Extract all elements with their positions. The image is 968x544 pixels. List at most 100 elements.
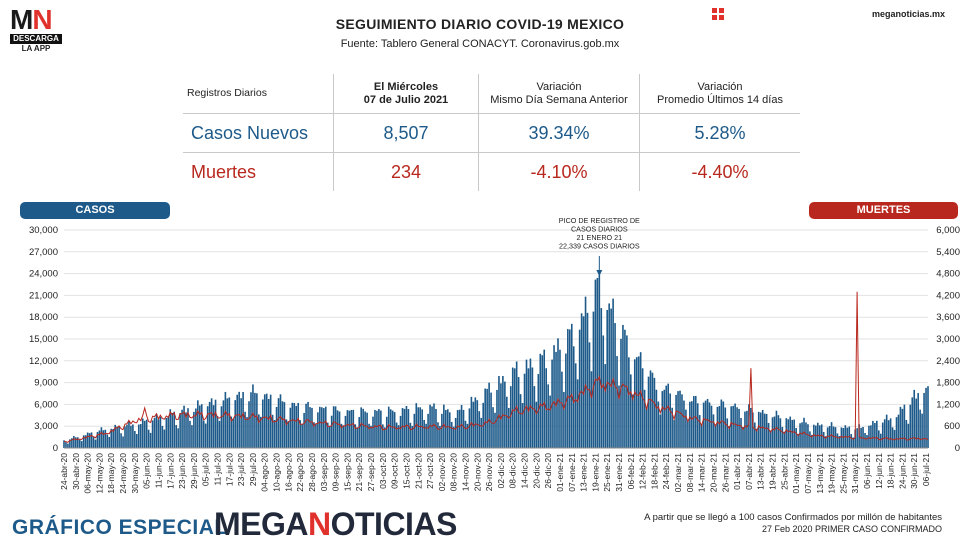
casos-bar	[305, 403, 307, 448]
casos-bar	[242, 391, 244, 448]
casos-bar	[925, 387, 927, 448]
x-tick-label: 04-ago-20	[260, 453, 270, 492]
casos-bar	[204, 423, 207, 448]
casos-bar	[368, 423, 370, 448]
casos-bar	[96, 432, 99, 448]
casos-bar	[561, 371, 563, 448]
casos-bar	[134, 431, 136, 448]
x-tick-label: 05-jul-20	[201, 453, 211, 486]
x-tick-label: 17-jun-20	[165, 453, 175, 489]
casos-bar	[639, 352, 642, 448]
casos-bar	[252, 384, 254, 448]
casos-bar	[289, 407, 292, 448]
casos-bar	[618, 385, 620, 448]
casos-bar	[602, 335, 605, 448]
x-tick-label: 08-mar-21	[685, 453, 695, 492]
casos-bar	[124, 426, 126, 448]
casos-bar	[163, 429, 166, 448]
casos-bar	[139, 424, 142, 448]
casos-bar	[179, 413, 181, 448]
x-tick-label: 13-abr-21	[756, 453, 766, 490]
casos-bar	[616, 356, 618, 448]
casos-bar	[759, 412, 762, 448]
x-tick-label: 30-may-20	[130, 453, 140, 494]
casos-bar	[287, 421, 290, 448]
casos-bar	[382, 424, 384, 448]
x-tick-label: 15-sep-20	[342, 453, 352, 492]
casos-bar	[681, 394, 683, 448]
casos-bar	[620, 338, 622, 448]
casos-bar	[281, 401, 284, 448]
x-tick-label: 18-feb-21	[649, 453, 659, 490]
casos-bar	[439, 425, 441, 448]
casos-bar	[813, 424, 815, 448]
row-label-muertes: Muertes	[183, 152, 334, 191]
casos-bar	[297, 402, 300, 448]
casos-bar	[883, 419, 886, 448]
casos-bar	[539, 353, 542, 448]
site-link[interactable]: meganoticias.mx	[872, 9, 946, 19]
casos-bar	[748, 404, 750, 448]
casos-bar	[866, 435, 868, 448]
casos-bar	[525, 359, 528, 448]
casos-bar	[677, 391, 679, 448]
casos-bar	[726, 418, 729, 448]
x-tick-label: 02-mar-21	[673, 453, 683, 492]
casos-bar	[781, 426, 784, 448]
casos-bar	[391, 410, 394, 448]
casos-bar	[358, 417, 361, 448]
covid-chart: 0 3,000 6,000 9,000 12,000 15,000 18,000 21,000…	[29, 218, 960, 494]
casos-bar	[313, 422, 315, 448]
casos-bar	[114, 424, 116, 448]
x-tick-label: 19-may-21	[827, 453, 837, 494]
x-tick-label: 16-ago-20	[283, 453, 293, 492]
casos-bar	[850, 434, 853, 448]
casos-bar	[909, 404, 912, 448]
casos-bar	[596, 277, 599, 448]
muertes-var-semana: -4.10%	[478, 152, 640, 191]
x-tick-label: 20-nov-20	[472, 453, 482, 492]
casos-bar	[665, 385, 668, 448]
casos-bar	[630, 374, 632, 448]
casos-bar	[301, 424, 303, 448]
casos-bar	[328, 426, 331, 448]
casos-bar	[675, 394, 677, 448]
logo-mark: MN	[10, 4, 53, 35]
casos-bar	[822, 431, 825, 448]
x-tick-label: 13-ene-21	[579, 453, 589, 492]
casos-bar	[220, 406, 223, 448]
row-label-casos: Casos Nuevos	[183, 113, 334, 153]
casos-bar	[399, 415, 402, 448]
casos-bar	[450, 421, 453, 448]
casos-bar	[590, 371, 593, 448]
casos-bar	[466, 423, 469, 448]
x-tick-label: 01-abr-21	[732, 453, 742, 490]
left-tick-label: 9,000	[34, 378, 58, 389]
casos-bar	[198, 405, 201, 448]
menu-grid-icon[interactable]	[712, 8, 724, 20]
casos-bar	[332, 406, 335, 448]
casos-bar	[755, 428, 758, 448]
app-logo[interactable]: MN DESCARGA LA APP	[10, 4, 62, 54]
x-tick-label: 23-jun-20	[177, 453, 187, 489]
casos-bar	[535, 401, 538, 448]
x-tick-label: 31-ene-21	[614, 453, 624, 492]
casos-bar	[773, 416, 776, 448]
casos-bar	[126, 424, 128, 448]
x-tick-label: 24-may-20	[118, 453, 128, 494]
casos-bar	[397, 425, 400, 448]
casos-bar	[417, 407, 420, 448]
casos-bar	[533, 386, 536, 448]
casos-bar	[69, 439, 71, 448]
casos-bar	[147, 429, 150, 448]
casos-bar	[765, 413, 768, 448]
x-tick-label: 09-oct-20	[390, 453, 400, 489]
x-tick-label: 08-nov-20	[449, 453, 459, 492]
x-tick-label: 31-may-21	[850, 453, 860, 494]
casos-bar	[567, 329, 569, 448]
casos-bar	[271, 414, 274, 448]
header-variacion-promedio: Variación Promedio Últimos 14 días	[639, 74, 800, 114]
casos-bar	[197, 400, 199, 448]
left-tick-label: 27,000	[29, 247, 58, 258]
casos-bar	[885, 414, 888, 448]
